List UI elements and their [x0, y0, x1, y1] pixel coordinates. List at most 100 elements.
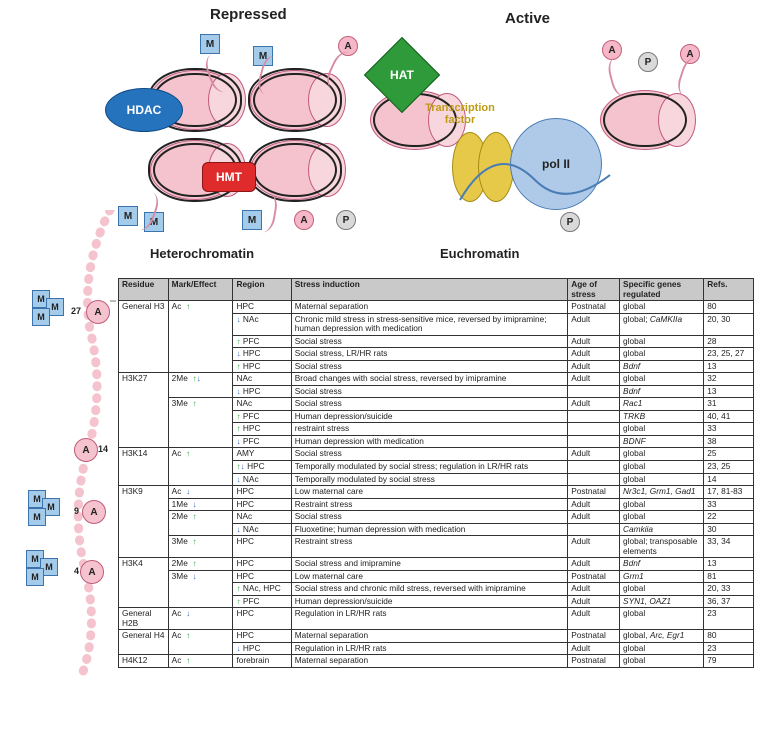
- cell-mark: 3Me ↓: [168, 570, 233, 608]
- cell-refs: 31: [704, 398, 754, 411]
- header-genes: Specific genes regulated: [620, 279, 704, 301]
- cell-residue: H3K9: [119, 486, 169, 558]
- table-row: General H3Ac ↑HPCMaternal separationPost…: [119, 301, 754, 314]
- cell-genes: global: [620, 373, 704, 386]
- header-age: Age of stress: [568, 279, 620, 301]
- cell-age: Adult: [568, 642, 620, 655]
- residue-4-number: 4: [74, 566, 79, 576]
- cell-refs: 23, 25, 27: [704, 348, 754, 361]
- cell-mark: 1Me ↓: [168, 498, 233, 511]
- cell-age: Adult: [568, 498, 620, 511]
- cell-refs: 80: [704, 630, 754, 643]
- cell-region: ↓ HPC: [233, 348, 291, 361]
- histone-tail: [674, 55, 711, 101]
- cell-refs: 36, 37: [704, 595, 754, 608]
- cell-mark: Ac ↓: [168, 608, 233, 630]
- cell-genes: global: [620, 460, 704, 473]
- cell-refs: 17, 81-83: [704, 486, 754, 499]
- cell-age: Postnatal: [568, 570, 620, 583]
- cell-genes: global: [620, 448, 704, 461]
- cell-refs: 23: [704, 642, 754, 655]
- cell-region: NAc: [233, 511, 291, 524]
- arrow-down-icon: ↓: [236, 386, 240, 396]
- table-body: General H3Ac ↑HPCMaternal separationPost…: [119, 301, 754, 668]
- cell-stress: Social stress, LR/HR rats: [291, 348, 567, 361]
- cell-genes: Camkiia: [620, 523, 704, 536]
- cell-genes: BDNF: [620, 435, 704, 448]
- cell-refs: 23: [704, 608, 754, 630]
- cell-genes: global: [620, 655, 704, 668]
- arrow-down-icon: ↓: [236, 348, 240, 358]
- cell-refs: 23, 25: [704, 460, 754, 473]
- cell-genes: global: [620, 642, 704, 655]
- cell-stress: Maternal separation: [291, 655, 567, 668]
- cell-refs: 20, 33: [704, 583, 754, 596]
- table-row: H4K12Ac ↑forebrainMaternal separationPos…: [119, 655, 754, 668]
- table-row: General H2BAc ↓HPCRegulation in LR/HR ra…: [119, 608, 754, 630]
- label-active: Active: [505, 10, 550, 27]
- arrow-up-icon: ↑: [186, 301, 190, 311]
- cell-stress: Restraint stress: [291, 536, 567, 558]
- cell-genes: global: [620, 335, 704, 348]
- cell-stress: Broad changes with social stress, revers…: [291, 373, 567, 386]
- cell-region: ↓ NAc: [233, 313, 291, 335]
- cell-age: Adult: [568, 398, 620, 411]
- cell-region: ↑ PFC: [233, 595, 291, 608]
- cell-stress: Social stress and imipramine: [291, 558, 567, 571]
- arrow-up-icon: ↑: [186, 655, 190, 665]
- cell-age: [568, 385, 620, 398]
- methyl-mark-icon: M: [32, 308, 50, 326]
- table-row: H3K42Me ↑HPCSocial stress and imipramine…: [119, 558, 754, 571]
- cell-mark: Ac ↑: [168, 630, 233, 655]
- cell-refs: 38: [704, 435, 754, 448]
- acetyl-mark-icon: A: [294, 210, 314, 230]
- cell-stress: Low maternal care: [291, 570, 567, 583]
- tf-label: Transcriptionfactor: [420, 102, 500, 126]
- cell-stress: Temporally modulated by social stress: [291, 473, 567, 486]
- cell-refs: 14: [704, 473, 754, 486]
- cell-genes: Bdnf: [620, 385, 704, 398]
- cell-residue: General H3: [119, 301, 169, 373]
- header-stress: Stress induction: [291, 279, 567, 301]
- residue-4-badge: A: [80, 560, 104, 584]
- cell-age: Adult: [568, 511, 620, 524]
- cell-age: Adult: [568, 583, 620, 596]
- cell-age: [568, 435, 620, 448]
- arrow-up-icon: ↑: [192, 536, 196, 546]
- residue-14-number: 14: [98, 444, 108, 454]
- nucleosome: [600, 90, 690, 150]
- methyl-mark-icon: M: [28, 508, 46, 526]
- cell-age: Adult: [568, 360, 620, 373]
- cell-region: ↓ NAc: [233, 523, 291, 536]
- cell-age: Postnatal: [568, 655, 620, 668]
- cell-genes: global: [620, 473, 704, 486]
- cell-region: ↑ NAc, HPC: [233, 583, 291, 596]
- cell-stress: Social stress: [291, 360, 567, 373]
- phospho-mark-icon: P: [336, 210, 356, 230]
- residue-14-badge: A: [74, 438, 98, 462]
- hdac-enzyme: HDAC: [105, 88, 183, 132]
- phospho-mark-icon: P: [638, 52, 658, 72]
- table-row: General H4Ac ↑HPCMaternal separationPost…: [119, 630, 754, 643]
- cell-region: HPC: [233, 301, 291, 314]
- arrow-up-icon: ↑: [192, 558, 196, 568]
- residue-27-badge: A: [86, 300, 110, 324]
- cell-mark: 2Me ↑↓: [168, 373, 233, 398]
- cell-stress: Social stress: [291, 335, 567, 348]
- cell-refs: 33, 34: [704, 536, 754, 558]
- arrow-down-icon: ↓: [192, 571, 196, 581]
- cell-genes: global: [620, 608, 704, 630]
- cell-region: ↑ HPC: [233, 423, 291, 436]
- cell-mark: Ac ↑: [168, 655, 233, 668]
- cell-refs: 13: [704, 385, 754, 398]
- cell-age: [568, 423, 620, 436]
- cell-stress: Fluoxetine; human depression with medica…: [291, 523, 567, 536]
- cell-mark: Ac ↓: [168, 486, 233, 499]
- cell-residue: General H4: [119, 630, 169, 655]
- cell-stress: Human depression with medication: [291, 435, 567, 448]
- residue-9-badge: A: [82, 500, 106, 524]
- arrow-down-icon: ↓: [186, 608, 190, 618]
- arrow-down-icon: ↓: [236, 436, 240, 446]
- cell-refs: 33: [704, 498, 754, 511]
- arrow-down-icon: ↓: [236, 643, 240, 653]
